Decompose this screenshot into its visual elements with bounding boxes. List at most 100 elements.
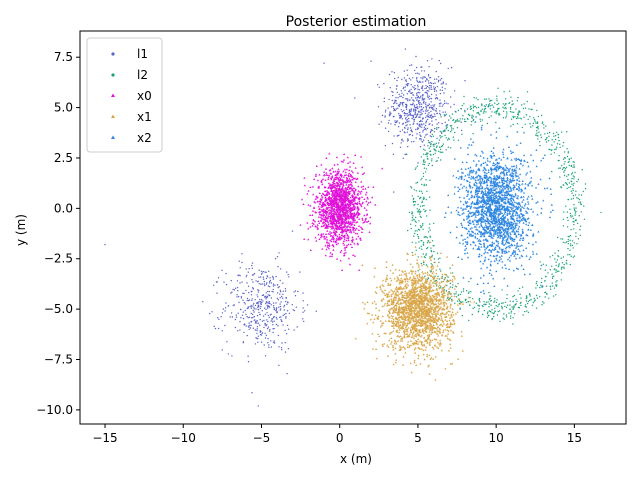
- data-point: [339, 173, 342, 176]
- data-point: [332, 170, 335, 173]
- data-point: [350, 246, 354, 248]
- data-point: [571, 183, 573, 185]
- data-point: [510, 125, 512, 127]
- data-point: [392, 318, 395, 321]
- data-point: [450, 96, 452, 98]
- data-point: [334, 223, 337, 226]
- data-point: [573, 255, 576, 257]
- data-point: [403, 314, 406, 317]
- data-point: [397, 97, 399, 99]
- data-point: [460, 291, 463, 293]
- data-point: [349, 226, 352, 228]
- data-point: [559, 143, 561, 145]
- data-point: [422, 107, 425, 109]
- data-point: [390, 123, 392, 125]
- data-point: [279, 316, 281, 319]
- data-point: [408, 344, 411, 347]
- data-point: [453, 295, 456, 297]
- data-point: [367, 186, 370, 188]
- data-point: [561, 267, 563, 269]
- data-point: [417, 211, 419, 213]
- data-point: [222, 308, 225, 310]
- data-point: [425, 120, 428, 123]
- data-point: [416, 106, 419, 108]
- data-point: [316, 228, 319, 230]
- data-point: [266, 304, 268, 306]
- data-point: [250, 312, 252, 315]
- data-point: [573, 204, 575, 206]
- data-point: [516, 113, 519, 116]
- data-point: [415, 249, 417, 251]
- data-point: [421, 141, 423, 143]
- data-point: [419, 210, 421, 213]
- data-point: [366, 203, 369, 206]
- data-point: [576, 180, 578, 183]
- data-point: [422, 78, 424, 80]
- data-point: [449, 115, 451, 117]
- data-point: [413, 304, 417, 307]
- data-point: [541, 277, 543, 280]
- data-point: [303, 320, 305, 323]
- data-point: [394, 77, 396, 80]
- data-point: [449, 282, 452, 285]
- data-point: [552, 295, 555, 297]
- data-point: [250, 294, 253, 296]
- data-point: [404, 89, 406, 92]
- data-point: [444, 130, 446, 132]
- data-point: [280, 301, 282, 303]
- data-point: [429, 256, 431, 258]
- data-point: [425, 264, 428, 266]
- data-point: [439, 112, 441, 115]
- data-point: [429, 116, 432, 118]
- data-point: [251, 392, 253, 394]
- data-point: [342, 240, 345, 243]
- data-point: [413, 361, 416, 364]
- data-point: [427, 365, 430, 368]
- data-point: [433, 330, 436, 333]
- data-point: [406, 280, 409, 282]
- data-point: [334, 211, 337, 214]
- data-point: [479, 114, 481, 116]
- data-point: [410, 127, 412, 129]
- data-point: [380, 289, 384, 292]
- data-point: [552, 132, 555, 135]
- data-point: [432, 284, 435, 287]
- data-point: [351, 228, 355, 231]
- data-point: [561, 131, 563, 133]
- data-point: [329, 184, 332, 186]
- data-point: [287, 348, 290, 350]
- data-point: [336, 208, 339, 211]
- data-point: [330, 188, 333, 191]
- data-point: [256, 332, 258, 335]
- data-point: [405, 116, 407, 119]
- data-point: [422, 253, 424, 255]
- data-point: [396, 91, 398, 94]
- data-point: [516, 300, 518, 302]
- data-point: [426, 157, 429, 160]
- data-point: [539, 144, 541, 147]
- data-point: [549, 148, 551, 151]
- data-point: [433, 145, 435, 147]
- data-point: [419, 294, 422, 297]
- data-point: [277, 325, 279, 327]
- data-point: [267, 285, 270, 287]
- data-point: [439, 130, 441, 133]
- data-point: [335, 189, 338, 192]
- data-point: [340, 182, 343, 185]
- data-point: [467, 292, 470, 294]
- data-point: [280, 316, 282, 318]
- data-point: [548, 135, 550, 137]
- data-point: [329, 219, 332, 222]
- data-point: [431, 301, 434, 304]
- data-point: [438, 303, 441, 306]
- data-point: [403, 273, 406, 275]
- data-point: [336, 163, 339, 166]
- data-point: [420, 135, 422, 137]
- data-point: [421, 183, 423, 186]
- data-point: [429, 114, 431, 117]
- data-point: [320, 179, 323, 182]
- data-point: [251, 264, 253, 267]
- data-point: [267, 302, 269, 304]
- data-point: [419, 291, 422, 294]
- data-point: [410, 108, 413, 110]
